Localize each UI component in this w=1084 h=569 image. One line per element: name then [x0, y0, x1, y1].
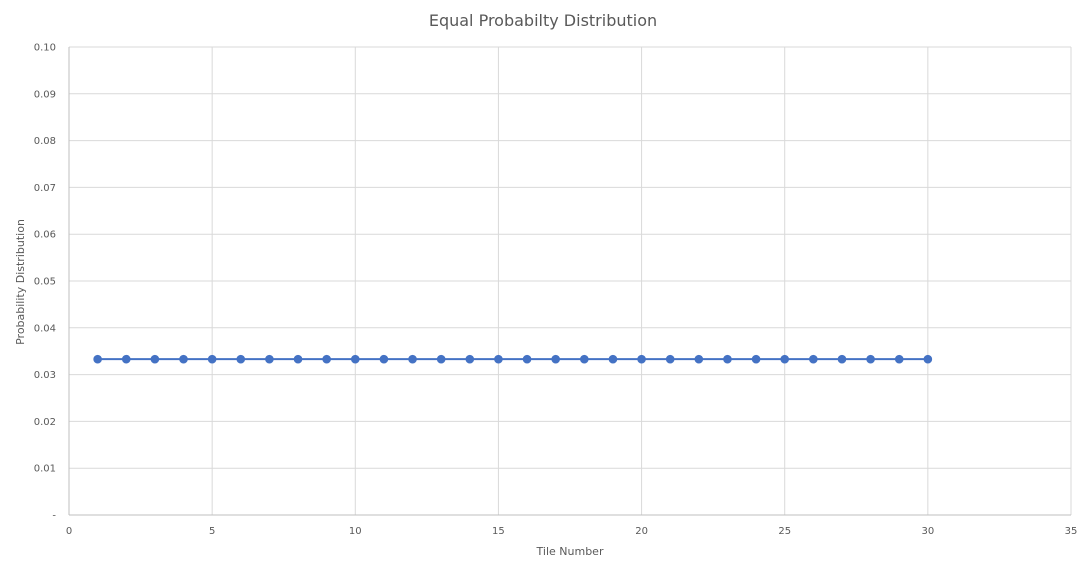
x-tick-label: 35	[1065, 526, 1078, 537]
data-point	[580, 354, 589, 364]
y-tick-label: 0.10	[34, 43, 56, 54]
data-point	[379, 354, 389, 364]
data-point	[608, 354, 618, 364]
axes	[68, 47, 1071, 516]
x-tick-label: 20	[635, 526, 648, 537]
y-tick-label: 0.05	[34, 277, 56, 288]
data-point	[350, 354, 360, 364]
data-point	[751, 354, 761, 364]
chart-title: Equal Probabilty Distribution	[429, 11, 657, 30]
data-point	[265, 354, 274, 364]
data-point	[465, 354, 475, 364]
x-axis-title: Tile Number	[536, 545, 604, 558]
data-point	[809, 354, 818, 364]
x-tick-label: 30	[921, 526, 934, 537]
series	[93, 354, 933, 364]
data-point	[179, 354, 188, 364]
y-tick-label: 0.08	[34, 136, 56, 147]
y-tick-label: 0.09	[34, 89, 56, 100]
data-point	[121, 354, 131, 364]
y-tick-label: 0.02	[34, 417, 56, 428]
x-tick-label: 25	[778, 526, 791, 537]
data-point	[837, 354, 847, 364]
data-point	[866, 354, 875, 364]
y-tick-label: 0.06	[34, 230, 56, 241]
y-tick-label: 0.07	[34, 183, 56, 194]
y-tick-label: 0.03	[34, 370, 56, 381]
data-point	[207, 354, 217, 364]
x-tick-label: 0	[66, 526, 72, 537]
data-point	[665, 354, 675, 364]
y-tick-label: 0.01	[34, 464, 56, 475]
data-point	[293, 354, 303, 364]
data-point	[93, 354, 102, 364]
data-point	[723, 354, 732, 364]
data-point	[551, 354, 560, 364]
data-point	[236, 354, 246, 364]
data-point	[923, 354, 933, 364]
data-point	[694, 354, 704, 364]
data-point	[436, 354, 446, 364]
data-point	[322, 354, 331, 364]
tick-labels: - 0.01 0.02 0.03 0.04 0.05 0.06 0.07 0.08 0.09 0.1…	[34, 43, 1078, 538]
data-point	[637, 354, 646, 364]
data-point	[408, 354, 417, 364]
y-axis-title: Probability Distribution	[14, 219, 27, 345]
x-tick-label: 10	[349, 526, 362, 537]
data-point	[150, 354, 160, 364]
data-point	[494, 354, 503, 364]
x-tick-label: 15	[492, 526, 505, 537]
y-tick-label: -	[52, 511, 56, 522]
series-group	[93, 354, 933, 364]
data-point	[894, 354, 904, 364]
data-point	[780, 354, 790, 364]
y-tick-label: 0.04	[34, 323, 56, 334]
data-point	[522, 354, 532, 364]
x-tick-label: 5	[209, 526, 215, 537]
gridlines	[69, 46, 1072, 515]
